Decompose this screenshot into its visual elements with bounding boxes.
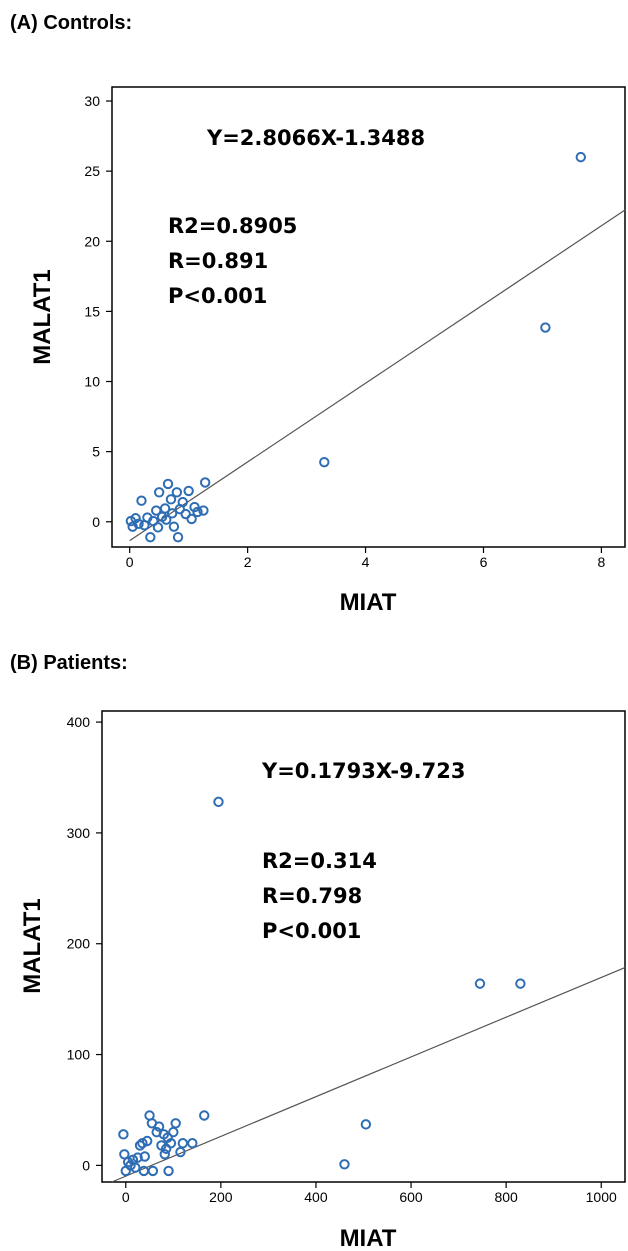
y-tick-label: 30 (84, 93, 100, 109)
chart-a-x-axis-label: MIAT (340, 589, 397, 616)
data-point (165, 1138, 177, 1149)
panel-a-heading: (A) Controls: (10, 12, 133, 34)
data-point (177, 1138, 189, 1149)
regression-line (129, 209, 626, 542)
x-tick-label: 800 (494, 1189, 518, 1205)
data-point (136, 495, 147, 506)
data-point (540, 322, 551, 333)
data-point (159, 503, 171, 514)
data-point (139, 1151, 150, 1162)
data-point (166, 508, 178, 519)
x-tick-label: 6 (480, 554, 488, 570)
chart-b-x-axis-label: MIAT (340, 1225, 397, 1251)
data-point (165, 494, 177, 505)
y-tick-label: 100 (67, 1047, 91, 1063)
y-tick-label: 0 (92, 514, 100, 530)
y-tick-label: 5 (92, 444, 100, 460)
data-point (168, 1126, 179, 1138)
data-point (118, 1129, 129, 1140)
data-point (187, 1138, 198, 1149)
data-point (339, 1159, 350, 1170)
data-point (171, 487, 183, 498)
x-tick-label: 2 (244, 554, 252, 570)
data-point (474, 978, 486, 989)
x-tick-label: 0 (126, 554, 134, 570)
chart-a-plot-frame (111, 86, 626, 548)
x-tick-label: 8 (598, 554, 606, 570)
data-point (152, 522, 164, 533)
data-point (198, 505, 209, 516)
chart-b-equation: Y=0.1793X-9.723 (261, 759, 465, 783)
y-tick-label: 20 (84, 233, 100, 249)
y-tick-label: 400 (67, 714, 91, 730)
y-tick-label: 15 (84, 303, 100, 319)
y-tick-label: 200 (67, 936, 91, 952)
data-point (147, 1165, 159, 1177)
y-tick-label: 25 (84, 163, 100, 179)
chart-b-y-axis-label: MALAT1 (19, 898, 46, 994)
chart-b-points (118, 796, 526, 1177)
data-point (133, 518, 144, 530)
data-point (319, 456, 330, 468)
data-point (141, 1135, 153, 1147)
chart-b-ticks: 0 200 400 600 800 1000 0 100 200 300 400 (67, 714, 617, 1205)
data-point (515, 978, 526, 989)
data-point (213, 796, 224, 808)
panel-b-heading: (B) Patients: (10, 652, 128, 674)
data-point (162, 478, 174, 490)
y-tick-label: 10 (84, 374, 100, 390)
data-point (199, 477, 211, 488)
chart-a-ticks: 0 2 4 6 8 0 5 10 15 20 25 30 (84, 93, 605, 570)
x-tick-label: 4 (362, 554, 370, 570)
data-point (134, 1140, 146, 1151)
data-point (199, 1110, 210, 1121)
data-point (360, 1119, 372, 1130)
chart-b-r: R=0.798 (262, 884, 362, 908)
data-point (153, 1121, 165, 1132)
x-tick-label: 200 (209, 1189, 233, 1205)
data-point (119, 1149, 130, 1160)
regression-line (111, 966, 626, 1183)
data-point (163, 1165, 174, 1177)
data-point (192, 506, 203, 518)
x-tick-label: 1000 (586, 1189, 617, 1205)
chart-a-controls: 0 2 4 6 8 0 5 10 15 20 25 30 Y=2.8066X-1.3488 R2=0.… (29, 86, 626, 616)
data-point (172, 531, 184, 543)
data-point (130, 513, 141, 524)
chart-b-fit (111, 966, 626, 1183)
chart-a-r2: R2=0.8905 (168, 214, 297, 238)
chart-a-equation: Y=2.8066X-1.3488 (206, 126, 425, 150)
data-point (170, 1118, 181, 1129)
data-point (130, 1162, 141, 1173)
data-point (168, 521, 180, 532)
data-point (132, 1152, 143, 1163)
data-point (175, 1146, 186, 1158)
chart-a-points (125, 151, 586, 543)
data-point (183, 485, 194, 497)
data-point (186, 513, 197, 525)
chart-a-p: P<0.001 (168, 284, 267, 308)
chart-a-y-axis-label: MALAT1 (29, 269, 56, 365)
x-tick-label: 400 (304, 1189, 328, 1205)
x-tick-label: 600 (399, 1189, 423, 1205)
chart-b-plot-frame (101, 710, 626, 1183)
y-tick-label: 300 (67, 825, 91, 841)
data-point (161, 514, 172, 525)
chart-a-fit (129, 209, 626, 542)
data-point (575, 151, 586, 163)
data-point (159, 1149, 170, 1160)
chart-b-p: P<0.001 (262, 919, 361, 943)
chart-b-r2: R2=0.314 (262, 849, 377, 873)
x-tick-label: 0 (122, 1189, 130, 1205)
data-point (145, 531, 156, 543)
chart-a-r: R=0.891 (168, 249, 268, 273)
data-point (177, 496, 188, 508)
data-point (153, 487, 165, 498)
y-tick-label: 0 (82, 1157, 90, 1173)
